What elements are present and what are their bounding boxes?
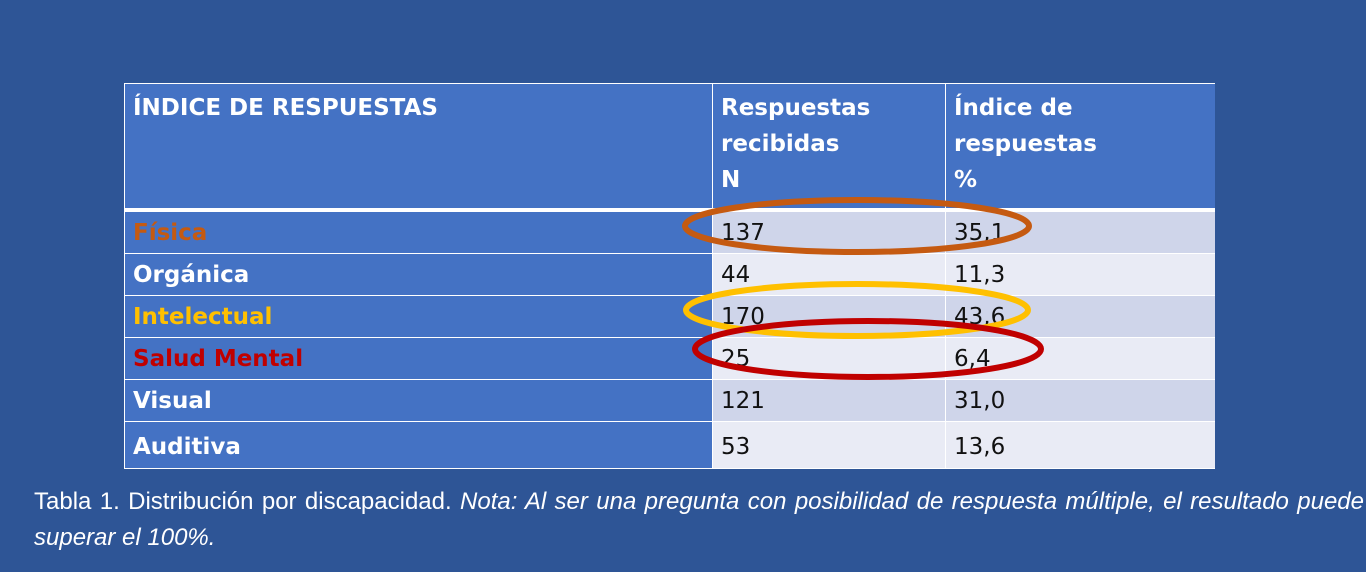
- row-pct: 6,4: [946, 338, 1215, 380]
- table-header-row: ÍNDICE DE RESPUESTAS Respuestas recibida…: [125, 84, 1215, 208]
- table-row: Física 137 35,1: [125, 212, 1215, 254]
- header-indice-porcentaje: Índice de respuestas %: [946, 84, 1215, 208]
- row-pct: 13,6: [946, 422, 1215, 469]
- disability-table: ÍNDICE DE RESPUESTAS Respuestas recibida…: [124, 83, 1215, 469]
- table-row: Orgánica 44 11,3: [125, 254, 1215, 296]
- row-label: Auditiva: [125, 422, 713, 469]
- row-label: Salud Mental: [125, 338, 713, 380]
- row-n: 121: [713, 380, 946, 422]
- table-row: Visual 121 31,0: [125, 380, 1215, 422]
- row-n: 25: [713, 338, 946, 380]
- table-row: Auditiva 53 13,6: [125, 422, 1215, 469]
- table-caption: Tabla 1. Distribución por discapacidad. …: [34, 484, 1364, 556]
- row-label: Intelectual: [125, 296, 713, 338]
- caption-text: Tabla 1. Distribución por discapacidad.: [34, 488, 461, 515]
- row-pct: 43,6: [946, 296, 1215, 338]
- header-divider: [125, 208, 1215, 212]
- row-pct: 31,0: [946, 380, 1215, 422]
- header-indice: ÍNDICE DE RESPUESTAS: [125, 84, 713, 208]
- table-row: Intelectual 170 43,6: [125, 296, 1215, 338]
- row-pct: 35,1: [946, 212, 1215, 254]
- row-n: 137: [713, 212, 946, 254]
- row-label: Visual: [125, 380, 713, 422]
- table-row: Salud Mental 25 6,4: [125, 338, 1215, 380]
- caption-note: Nota: Al ser una pregunta con posibilida…: [34, 488, 1365, 551]
- row-label: Física: [125, 212, 713, 254]
- row-n: 170: [713, 296, 946, 338]
- row-n: 44: [713, 254, 946, 296]
- row-pct: 11,3: [946, 254, 1215, 296]
- row-label: Orgánica: [125, 254, 713, 296]
- row-n: 53: [713, 422, 946, 469]
- header-respuestas-recibidas: Respuestas recibidas N: [713, 84, 946, 208]
